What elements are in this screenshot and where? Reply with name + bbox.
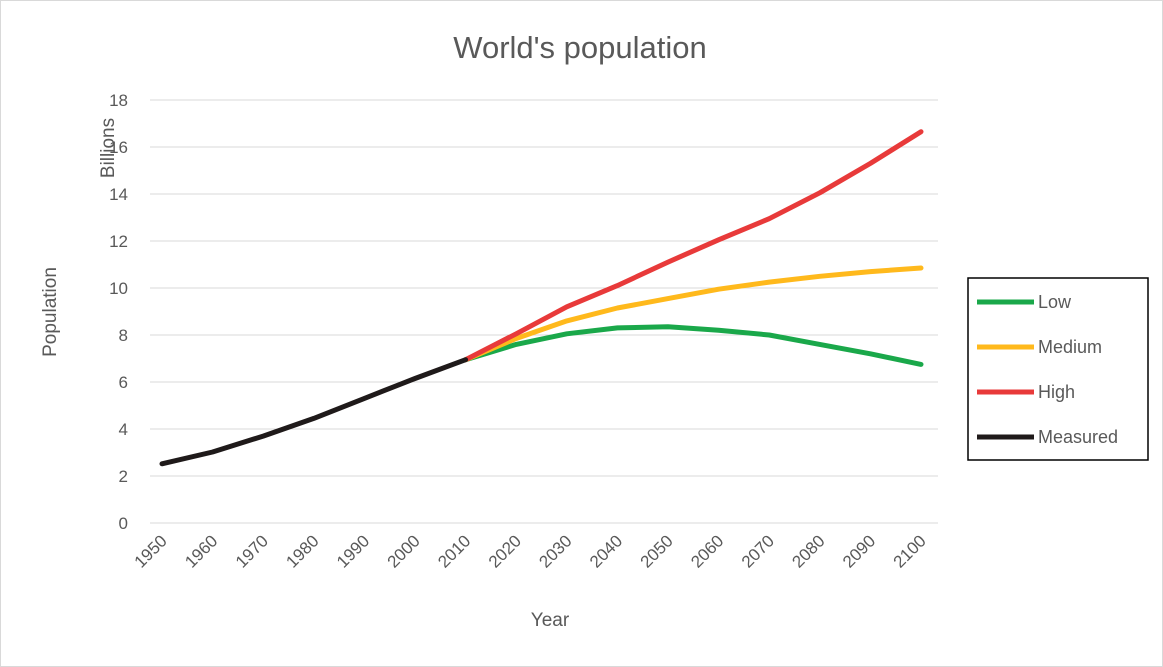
x-tick-label: 2040 <box>586 531 626 571</box>
y-tick-label: 10 <box>109 279 128 298</box>
x-axis-ticks: 1950 1960 1970 1980 1990 2000 2010 2020 2030 2040… <box>131 531 930 571</box>
x-tick-label: 2060 <box>687 531 727 571</box>
series-line-measured <box>159 357 469 467</box>
x-tick-label: 2090 <box>839 531 879 571</box>
x-tick-label: 2100 <box>890 531 930 571</box>
x-tick-label: 1970 <box>232 531 272 571</box>
legend-item-measured: Measured <box>977 427 1118 447</box>
x-tick-label: 1980 <box>282 531 322 571</box>
y-axis-unit-label: Billions <box>98 118 119 178</box>
y-axis-ticks: 0 2 4 6 8 10 12 14 16 18 <box>109 91 128 533</box>
legend-item-high: High <box>977 382 1075 402</box>
x-tick-label: 2070 <box>738 531 778 571</box>
x-tick-label: 2020 <box>485 531 525 571</box>
legend-label: High <box>1038 382 1075 402</box>
plot-series <box>159 129 924 467</box>
gridlines <box>150 99 938 524</box>
x-tick-label: 2010 <box>434 531 474 571</box>
legend-label: Measured <box>1038 427 1118 447</box>
y-tick-label: 0 <box>119 514 128 533</box>
x-tick-label: 2030 <box>535 531 575 571</box>
y-tick-label: 16 <box>109 138 128 157</box>
x-tick-label: 2000 <box>384 531 424 571</box>
legend-label: Low <box>1038 292 1072 312</box>
y-tick-label: 14 <box>109 185 128 204</box>
y-tick-label: 8 <box>119 326 128 345</box>
series-line-medium <box>463 265 924 363</box>
y-axis-title: Population <box>40 267 61 357</box>
y-tick-label: 2 <box>119 467 128 486</box>
legend-item-low: Low <box>977 292 1072 312</box>
series-line-high <box>463 129 924 363</box>
legend-item-medium: Medium <box>977 337 1102 357</box>
series-line-low <box>463 324 924 367</box>
x-tick-label: 1990 <box>333 531 373 571</box>
y-tick-label: 6 <box>119 373 128 392</box>
legend-box <box>967 277 1149 461</box>
legend: Low Medium High Measured <box>967 277 1149 461</box>
legend-label: Medium <box>1038 337 1102 357</box>
y-tick-label: 18 <box>109 91 128 110</box>
x-tick-label: 1950 <box>131 531 171 571</box>
x-tick-label: 2080 <box>788 531 828 571</box>
y-tick-label: 12 <box>109 232 128 251</box>
x-tick-label: 1960 <box>181 531 221 571</box>
chart-title: World's population <box>453 30 707 65</box>
y-tick-label: 4 <box>119 420 128 439</box>
x-axis-title: Year <box>531 610 570 631</box>
x-tick-label: 2050 <box>637 531 677 571</box>
